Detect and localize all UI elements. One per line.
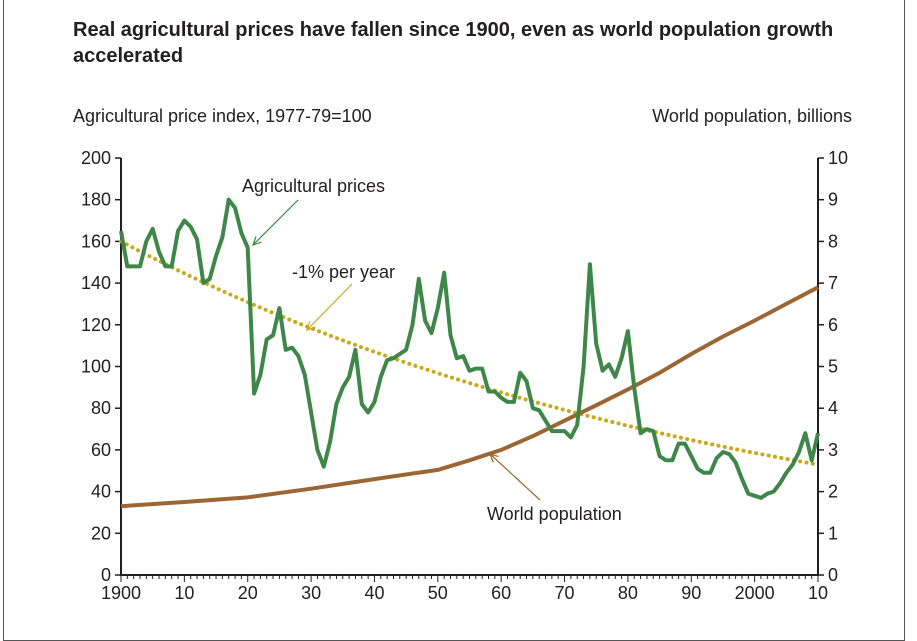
population-line-series [121,287,818,506]
x-tick-label: 10 [174,583,194,603]
price-line-series [121,200,818,498]
right-tick-label: 10 [828,148,848,168]
x-tick-label: 60 [491,583,511,603]
right-tick-label: 9 [828,190,838,210]
left-tick-label: 140 [81,273,111,293]
population-arrow [490,454,540,500]
annotation-trend: -1% per year [292,262,395,282]
x-tick-label: 20 [238,583,258,603]
x-tick-label: 2000 [735,583,775,603]
annotation-prices: Agricultural prices [242,176,385,196]
trend-arrow [307,284,352,330]
x-tick-label: 90 [681,583,701,603]
x-tick-label: 50 [428,583,448,603]
right-tick-label: 3 [828,440,838,460]
chart-plot: 0204060801001201401601802000123456789101… [0,0,917,622]
right-tick-label: 8 [828,231,838,251]
x-tick-label: 80 [618,583,638,603]
left-tick-label: 180 [81,190,111,210]
right-tick-label: 1 [828,523,838,543]
left-tick-label: 120 [81,315,111,335]
x-tick-label: 40 [364,583,384,603]
right-tick-label: 7 [828,273,838,293]
x-tick-label: 10 [808,583,828,603]
right-tick-label: 4 [828,398,838,418]
trend-line-series [121,241,818,464]
x-tick-label: 1900 [101,583,141,603]
left-tick-label: 100 [81,357,111,377]
right-tick-label: 0 [828,565,838,585]
right-tick-label: 2 [828,482,838,502]
annotation-population: World population [487,504,622,524]
left-tick-label: 80 [91,398,111,418]
x-tick-label: 70 [555,583,575,603]
left-tick-label: 40 [91,482,111,502]
x-tick-label: 30 [301,583,321,603]
left-tick-label: 160 [81,231,111,251]
right-tick-label: 6 [828,315,838,335]
right-tick-label: 5 [828,357,838,377]
left-tick-label: 200 [81,148,111,168]
prices-arrow [253,200,298,245]
left-tick-label: 20 [91,523,111,543]
left-tick-label: 60 [91,440,111,460]
left-tick-label: 0 [101,565,111,585]
